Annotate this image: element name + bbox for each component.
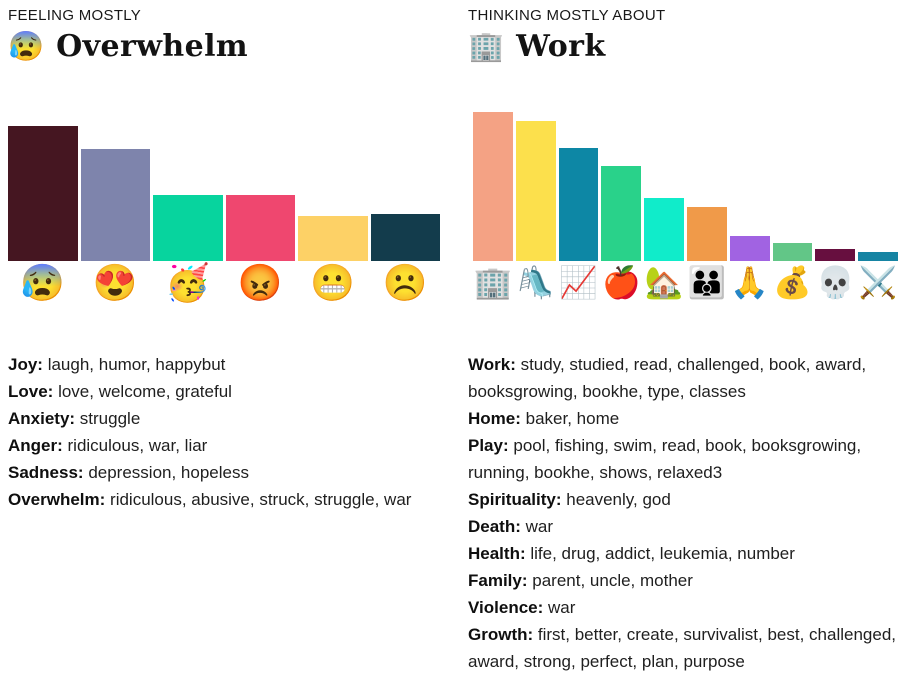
partying-face-icon: 🥳: [165, 262, 211, 303]
bar-anger: [225, 195, 295, 261]
word-category-terms: heavenly, god: [561, 490, 671, 509]
thinking-panel: THINKING MOSTLY ABOUT 🏢 Work 🏢 🛝 📈 🍎 🏡 👪 🙏 💰 💀 ⚔️…: [468, 0, 904, 672]
anxious-face-with-sweat-icon: 😰: [8, 31, 45, 63]
word-category-label: Sadness:: [8, 463, 84, 482]
word-line-play: Play: pool, fishing, swim, read, book, b…: [468, 432, 911, 486]
word-line-anger: Anger: ridiculous, war, liar: [8, 432, 443, 459]
bar-love: [80, 149, 150, 261]
crossed-swords-icon: ⚔️: [858, 265, 898, 300]
word-category-terms: pool, fishing, swim, read, book, booksgr…: [468, 436, 862, 482]
word-category-label: Home:: [468, 409, 521, 428]
playground-slide-icon: 🛝: [516, 265, 555, 300]
smiling-face-with-heart-eyes-icon: 😍: [92, 262, 138, 303]
word-line-family: Family: parent, uncle, mother: [468, 567, 911, 594]
money-bag-icon: 💰: [773, 265, 812, 300]
word-line-anxiety: Anxiety: struggle: [8, 405, 443, 432]
bar-money: [772, 243, 813, 261]
feeling-title-row: 😰 Overwhelm: [8, 30, 248, 64]
word-line-home: Home: baker, home: [468, 405, 911, 432]
word-category-terms: ridiculous, abusive, struck, struggle, w…: [105, 490, 412, 509]
folded-hands-icon: 🙏: [730, 265, 769, 300]
anxious-face-with-sweat-icon: 😰: [20, 262, 66, 303]
thinking-bar-chart: [473, 111, 898, 261]
word-category-label: Anger:: [8, 436, 63, 455]
bar-home: [644, 198, 684, 261]
bar-sadness: [370, 214, 440, 261]
bar-spirituality: [729, 236, 770, 261]
skull-icon: 💀: [815, 265, 855, 300]
bar-overwhelm: [8, 126, 78, 261]
grimacing-face-icon: 😬: [310, 262, 356, 303]
feeling-panel: FEELING MOSTLY 😰 Overwhelm 😰 😍 🥳 😡 😬 ☹️ Joy: …: [8, 0, 440, 672]
bar-anxiety: [298, 216, 368, 261]
word-category-label: Death:: [468, 517, 521, 536]
word-category-label: Anxiety:: [8, 409, 76, 428]
word-category-terms: life, drug, addict, leukemia, number: [525, 544, 795, 563]
enraged-face-icon: 😡: [237, 262, 283, 303]
word-category-terms: study, studied, read, challenged, book, …: [468, 355, 867, 401]
word-category-label: Health:: [468, 544, 526, 563]
word-category-terms: love, welcome, grateful: [53, 382, 232, 401]
word-category-label: Family:: [468, 571, 528, 590]
bar-health: [601, 166, 642, 261]
family-icon: 👪: [687, 265, 727, 300]
office-building-icon: 🏢: [468, 31, 505, 63]
word-category-terms: struggle: [75, 409, 141, 428]
bar-family: [686, 207, 727, 261]
word-category-label: Love:: [8, 382, 54, 401]
thinking-word-list: Work: study, studied, read, challenged, …: [468, 351, 911, 675]
bar-work: [473, 112, 513, 261]
feeling-word-list: Joy: laugh, humor, happybut Love: love, w…: [8, 351, 443, 513]
office-building-icon: 🏢: [473, 265, 513, 300]
thinking-eyebrow-label: THINKING MOSTLY ABOUT: [468, 7, 666, 24]
feeling-title: Overwhelm: [56, 29, 249, 64]
thinking-emoji-axis: 🏢 🛝 📈 🍎 🏡 👪 🙏 💰 💀 ⚔️: [473, 262, 898, 304]
word-line-work: Work: study, studied, read, challenged, …: [468, 351, 911, 405]
house-with-garden-icon: 🏡: [644, 265, 684, 300]
bar-play: [515, 121, 556, 261]
word-category-label: Play:: [468, 436, 509, 455]
thinking-title-row: 🏢 Work: [468, 30, 606, 64]
word-line-spirituality: Spirituality: heavenly, god: [468, 486, 911, 513]
word-line-violence: Violence: war: [468, 594, 911, 621]
word-category-label: Joy:: [8, 355, 43, 374]
word-line-overwhelm: Overwhelm: ridiculous, abusive, struck, …: [8, 486, 443, 513]
word-category-terms: war: [543, 598, 576, 617]
bar-death: [815, 249, 856, 261]
word-category-terms: parent, uncle, mother: [527, 571, 693, 590]
word-category-terms: first, better, create, survivalist, best…: [468, 625, 896, 671]
bar-growth: [558, 148, 599, 261]
word-line-growth: Growth: first, better, create, survivali…: [468, 621, 911, 675]
word-category-label: Growth:: [468, 625, 534, 644]
frowning-face-icon: ☹️: [382, 262, 428, 303]
word-category-label: Violence:: [468, 598, 544, 617]
word-line-health: Health: life, drug, addict, leukemia, nu…: [468, 540, 911, 567]
word-category-terms: war: [520, 517, 554, 536]
word-line-death: Death: war: [468, 513, 911, 540]
word-line-sadness: Sadness: depression, hopeless: [8, 459, 443, 486]
word-category-terms: baker, home: [520, 409, 620, 428]
word-category-terms: ridiculous, war, liar: [62, 436, 208, 455]
chart-increasing-icon: 📈: [559, 265, 598, 300]
word-category-terms: depression, hopeless: [83, 463, 249, 482]
feeling-bar-chart: [8, 111, 440, 261]
word-category-terms: laugh, humor, happybut: [42, 355, 226, 374]
bar-violence: [858, 252, 898, 261]
word-category-label: Overwhelm:: [8, 490, 106, 509]
word-line-joy: Joy: laugh, humor, happybut: [8, 351, 443, 378]
word-category-label: Work:: [468, 355, 516, 374]
bar-joy: [153, 195, 223, 261]
word-category-label: Spirituality:: [468, 490, 562, 509]
red-apple-icon: 🍎: [601, 265, 641, 300]
feeling-emoji-axis: 😰 😍 🥳 😡 😬 ☹️: [8, 262, 440, 304]
feeling-eyebrow-label: FEELING MOSTLY: [8, 7, 142, 24]
word-line-love: Love: love, welcome, grateful: [8, 378, 443, 405]
thinking-title: Work: [516, 29, 606, 64]
